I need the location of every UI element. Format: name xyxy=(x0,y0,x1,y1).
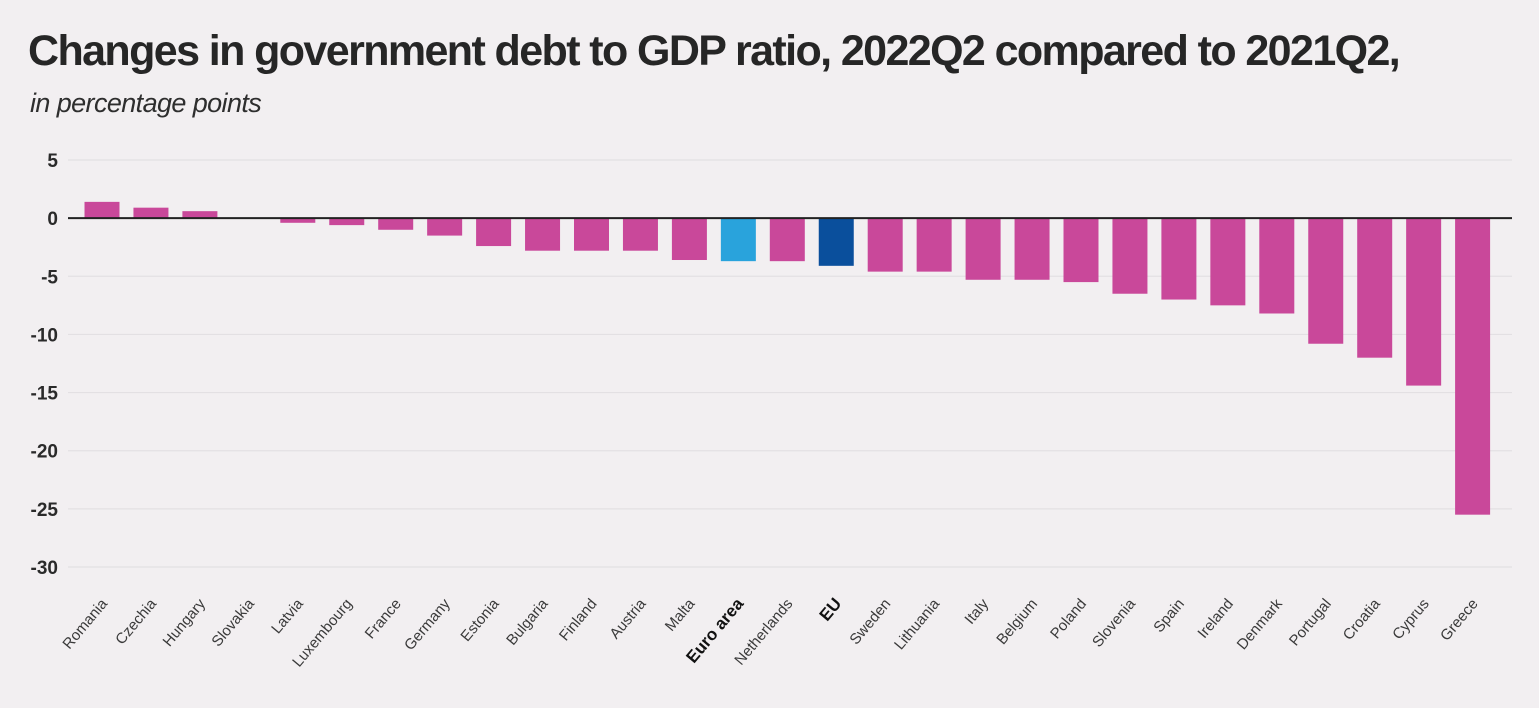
x-tick-label: Germany xyxy=(401,595,454,654)
x-tick-label: Austria xyxy=(606,595,649,642)
x-tick-label: Czechia xyxy=(112,595,160,648)
x-tick-label: Finland xyxy=(556,596,601,645)
x-tick-label: Belgium xyxy=(993,596,1041,648)
bar-italy xyxy=(965,218,1001,280)
bar-germany xyxy=(427,218,463,236)
bar-denmark xyxy=(1259,218,1295,314)
x-tick-label: Slovakia xyxy=(208,595,258,650)
y-tick-label: -5 xyxy=(41,267,58,288)
x-axis-labels: Romania Czechia Hungary Slovakia LatviaLuxem… xyxy=(59,594,1481,671)
y-tick-label: -20 xyxy=(31,442,58,463)
x-tick-label: Bulgaria xyxy=(503,595,552,649)
bar-hungary xyxy=(182,211,218,219)
x-tick-label: Latvia xyxy=(268,595,307,637)
x-tick-label: Sweden xyxy=(846,596,894,648)
y-tick-label: -15 xyxy=(31,384,59,405)
bar-poland xyxy=(1063,218,1099,283)
y-tick-label: -30 xyxy=(31,558,58,579)
y-tick-label: -25 xyxy=(31,500,59,521)
x-tick-label: Greece xyxy=(1437,596,1482,645)
bar-slovenia xyxy=(1112,218,1148,294)
bar-france xyxy=(378,218,414,230)
bar-croatia xyxy=(1357,218,1393,358)
chart-subtitle: in percentage points xyxy=(30,88,262,118)
x-tick-label: France xyxy=(362,596,405,643)
x-tick-label: Italy xyxy=(961,595,992,627)
x-tick-label: Ireland xyxy=(1194,596,1237,642)
grid-lines xyxy=(68,159,1512,568)
bar-finland xyxy=(574,218,609,251)
bar-greece xyxy=(1455,218,1491,515)
y-axis-ticks: 5 0 -5 -10 -15 -20 -25 -30 xyxy=(31,151,59,579)
bar-austria xyxy=(622,218,658,251)
bar-cyprus xyxy=(1406,218,1442,386)
bar-spain xyxy=(1161,218,1197,300)
x-tick-label: Malta xyxy=(662,595,699,635)
bar-bulgaria xyxy=(525,218,561,251)
x-tick-label: Cyprus xyxy=(1389,596,1433,643)
bar-lithuania xyxy=(916,218,952,272)
bar-belgium xyxy=(1014,218,1050,280)
bar-eu xyxy=(818,218,854,266)
x-tick-label: Slovenia xyxy=(1089,595,1139,651)
bar-malta xyxy=(671,218,707,261)
bar-euro-area xyxy=(720,218,756,262)
x-tick-label: EU xyxy=(816,594,846,624)
bar-sweden xyxy=(867,218,903,272)
x-tick-label: Poland xyxy=(1047,596,1090,643)
bar-netherlands xyxy=(769,218,805,262)
bar-latvia xyxy=(280,218,316,223)
bar-estonia xyxy=(476,218,512,247)
y-tick-label: 5 xyxy=(47,151,58,172)
bar-romania xyxy=(84,201,120,219)
x-tick-label: Lithuania xyxy=(891,595,944,653)
x-tick-label: Hungary xyxy=(159,595,209,650)
bar-ireland xyxy=(1210,218,1246,306)
x-tick-label: Croatia xyxy=(1340,595,1385,643)
bar-portugal xyxy=(1308,218,1344,344)
bar-czechia xyxy=(133,207,169,219)
chart-title: Changes in government debt to GDP ratio,… xyxy=(28,27,1401,75)
y-tick-label: -10 xyxy=(31,325,58,346)
x-tick-label: Spain xyxy=(1150,596,1188,636)
x-tick-label: Estonia xyxy=(457,595,503,645)
bars xyxy=(84,201,1491,515)
bar-luxembourg xyxy=(329,218,365,226)
x-tick-label: Denmark xyxy=(1234,595,1286,653)
x-tick-label: Portugal xyxy=(1286,596,1335,650)
x-tick-label: Romania xyxy=(59,595,111,652)
y-tick-label: 0 xyxy=(47,209,58,230)
